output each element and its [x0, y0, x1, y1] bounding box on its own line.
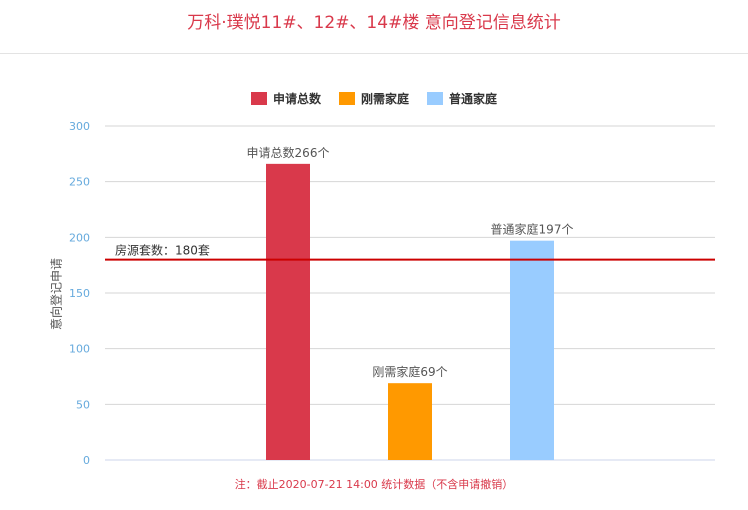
- legend-label-ordinary: 普通家庭: [449, 91, 498, 106]
- y-tick-label: 50: [76, 398, 90, 411]
- bar-data-label: 普通家庭197个: [491, 222, 574, 237]
- footnote: 注：截止2020-07-21 14:00 统计数据（不含申请撤销）: [234, 478, 514, 491]
- reference-line-label: 房源套数：180套: [115, 243, 210, 258]
- legend-item-total[interactable]: 申请总数: [250, 90, 321, 107]
- y-tick-label: 250: [69, 176, 90, 189]
- legend-swatch-ordinary: [427, 91, 443, 105]
- bar: [266, 163, 310, 460]
- legend-swatch-rigid-demand: [338, 91, 355, 105]
- legend-item-rigid-demand[interactable]: 刚需家庭: [338, 90, 409, 107]
- legend-label-rigid-demand: 刚需家庭: [360, 91, 409, 106]
- y-tick-label: 100: [69, 343, 90, 356]
- y-tick-label: 300: [69, 120, 90, 133]
- legend-swatch-total: [250, 91, 267, 105]
- y-tick-label: 150: [69, 287, 90, 300]
- y-axis-title: 意向登记申请: [49, 257, 64, 331]
- page-title: 万科·璞悦11#、12#、14#楼 意向登记信息统计: [187, 13, 561, 33]
- title-divider: [0, 53, 748, 54]
- legend-item-ordinary[interactable]: 普通家庭: [427, 90, 497, 107]
- bar: [388, 383, 432, 460]
- bar-data-label: 刚需家庭69个: [372, 364, 447, 379]
- y-tick-label: 200: [69, 231, 90, 244]
- y-tick-label: 0: [83, 454, 90, 467]
- bar: [510, 240, 554, 460]
- bar-data-label: 申请总数266个: [247, 145, 330, 160]
- chart-legend: 申请总数 刚需家庭 普通家庭: [0, 89, 748, 107]
- legend-label-total: 申请总数: [272, 91, 321, 106]
